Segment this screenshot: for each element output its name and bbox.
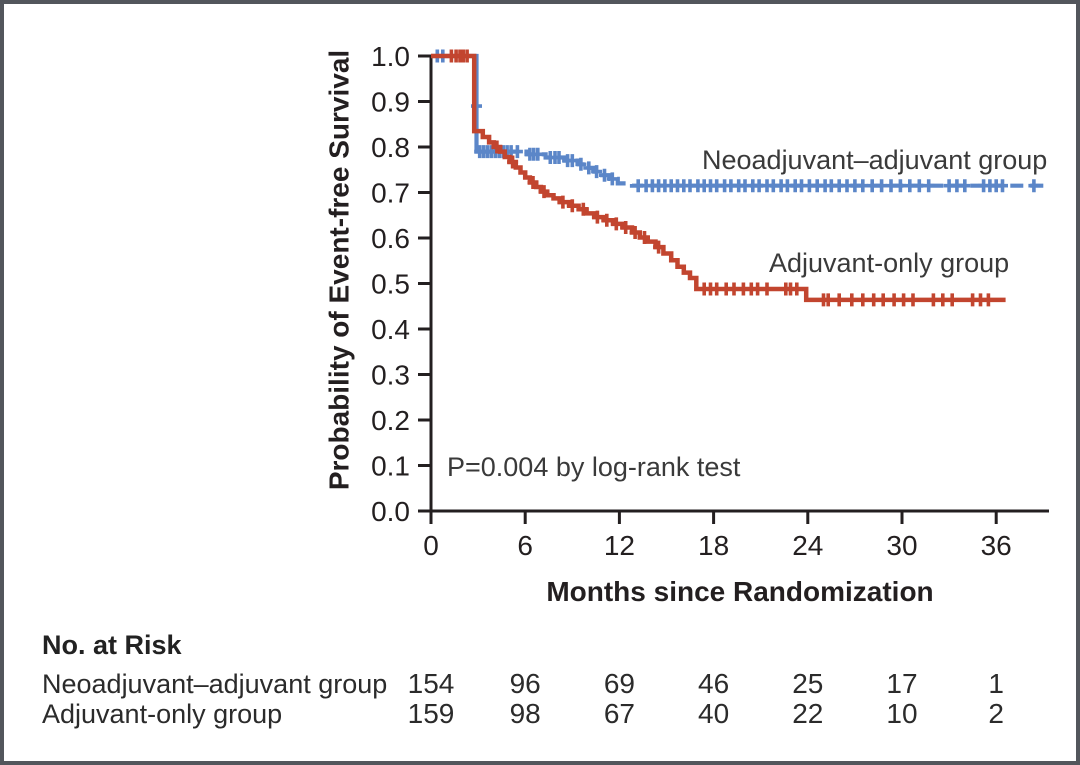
risk-count: 159 bbox=[407, 698, 455, 729]
censor-mark bbox=[904, 179, 916, 193]
risk-row-label: Neoadjuvant–adjuvant group bbox=[42, 669, 388, 699]
censor-mark bbox=[923, 179, 935, 193]
risk-count: 98 bbox=[509, 698, 541, 729]
censor-mark bbox=[653, 240, 665, 254]
censor-mark bbox=[606, 172, 618, 186]
censor-mark bbox=[877, 293, 889, 307]
y-tick-label: 0.3 bbox=[371, 360, 410, 391]
legend-label-neoadjuvant-adjuvant-group: Neoadjuvant–adjuvant group bbox=[702, 145, 1048, 175]
censor-mark bbox=[927, 293, 939, 307]
y-tick-label: 0.1 bbox=[371, 451, 410, 482]
censor-mark bbox=[888, 293, 900, 307]
risk-count: 25 bbox=[792, 668, 824, 699]
x-tick-label: 18 bbox=[698, 530, 729, 561]
x-axis-title: Months since Randomization bbox=[546, 576, 934, 607]
censor-mark bbox=[620, 221, 632, 234]
censor-mark bbox=[629, 226, 641, 239]
y-tick-label: 0.6 bbox=[371, 223, 410, 254]
censor-mark bbox=[583, 161, 595, 175]
censor-mark bbox=[885, 179, 897, 193]
y-tick-label: 0.8 bbox=[371, 132, 410, 163]
y-tick-label: 0.7 bbox=[371, 178, 410, 209]
censor-mark bbox=[846, 293, 858, 307]
censor-mark bbox=[527, 176, 539, 189]
censor-mark bbox=[728, 282, 740, 296]
censor-mark bbox=[761, 282, 773, 296]
risk-count: 17 bbox=[886, 668, 918, 699]
censor-mark bbox=[866, 179, 878, 193]
risk-table-title: No. at Risk bbox=[42, 630, 182, 660]
censor-mark bbox=[553, 151, 565, 164]
risk-count: 40 bbox=[698, 698, 730, 729]
y-tick-label: 0.4 bbox=[371, 314, 410, 345]
risk-count: 2 bbox=[988, 698, 1004, 729]
risk-count: 1 bbox=[988, 668, 1004, 699]
censor-mark bbox=[876, 179, 888, 193]
y-tick-label: 1.0 bbox=[371, 41, 410, 72]
risk-count: 22 bbox=[792, 698, 824, 729]
censor-mark bbox=[511, 145, 523, 159]
censor-mark bbox=[791, 282, 803, 296]
y-tick-label: 0.5 bbox=[371, 269, 410, 300]
y-tick-label: 0.0 bbox=[371, 496, 410, 527]
censor-mark bbox=[591, 210, 603, 224]
censor-mark bbox=[907, 293, 919, 307]
p-value-annotation: P=0.004 by log-rank test bbox=[447, 452, 741, 482]
legend-label-adjuvant-only-group: Adjuvant-only group bbox=[769, 248, 1010, 278]
x-tick-label: 36 bbox=[981, 530, 1012, 561]
censor-mark bbox=[752, 282, 764, 296]
censor-mark bbox=[857, 179, 869, 193]
censor-mark bbox=[946, 293, 958, 307]
risk-count: 46 bbox=[698, 668, 730, 699]
censor-mark bbox=[997, 179, 1008, 193]
risk-count: 96 bbox=[509, 668, 541, 699]
censor-mark bbox=[610, 217, 622, 231]
censor-mark bbox=[1028, 179, 1040, 193]
risk-row-adjuvant-only: Adjuvant-only group 159 98 67 40 22 10 2 bbox=[4, 698, 1076, 730]
censor-mark bbox=[507, 155, 519, 169]
censor-mark bbox=[491, 140, 503, 154]
x-tick-label: 12 bbox=[604, 530, 635, 561]
censor-mark bbox=[937, 293, 949, 307]
censor-mark bbox=[711, 282, 723, 296]
censor-mark bbox=[538, 185, 550, 199]
censor-mark bbox=[894, 179, 906, 193]
risk-row-label: Adjuvant-only group bbox=[42, 699, 283, 729]
censor-mark bbox=[857, 293, 869, 307]
risk-row-neoadjuvant-adjuvant: Neoadjuvant–adjuvant group 154 96 69 46 25 17… bbox=[4, 668, 1076, 700]
censor-mark bbox=[833, 293, 845, 307]
censor-mark bbox=[532, 147, 544, 161]
risk-count: 154 bbox=[407, 668, 455, 699]
censor-mark bbox=[566, 199, 578, 213]
y-axis-title: Probability of Event-free Survival bbox=[323, 49, 355, 491]
x-tick-label: 0 bbox=[423, 530, 439, 561]
censor-mark bbox=[461, 49, 473, 63]
censor-mark bbox=[601, 213, 613, 227]
risk-count: 10 bbox=[886, 698, 918, 729]
censor-mark bbox=[868, 293, 880, 307]
censor-mark bbox=[822, 293, 834, 307]
censor-mark bbox=[639, 231, 650, 244]
y-tick-label: 0.2 bbox=[371, 405, 410, 436]
x-tick-label: 24 bbox=[792, 530, 823, 561]
x-tick-label: 30 bbox=[886, 530, 917, 561]
censor-mark bbox=[982, 293, 994, 307]
censor-mark bbox=[913, 179, 925, 193]
censor-mark bbox=[577, 202, 589, 216]
censor-mark bbox=[557, 195, 569, 209]
censor-mark bbox=[599, 168, 610, 182]
y-tick-label: 0.9 bbox=[371, 87, 410, 118]
censor-mark bbox=[898, 293, 910, 307]
censor-mark bbox=[959, 179, 971, 193]
risk-count: 69 bbox=[603, 668, 635, 699]
risk-count: 67 bbox=[603, 698, 635, 729]
censor-mark bbox=[591, 165, 603, 179]
censor-mark bbox=[566, 154, 578, 168]
censor-mark bbox=[575, 157, 587, 171]
km-plot: 0.0 0.1 0.2 0.3 0.4 0.5 0.6 0.7 0.8 0.9 1.0 0 6 12 18 2… bbox=[371, 41, 1049, 561]
x-tick-label: 6 bbox=[517, 530, 533, 561]
